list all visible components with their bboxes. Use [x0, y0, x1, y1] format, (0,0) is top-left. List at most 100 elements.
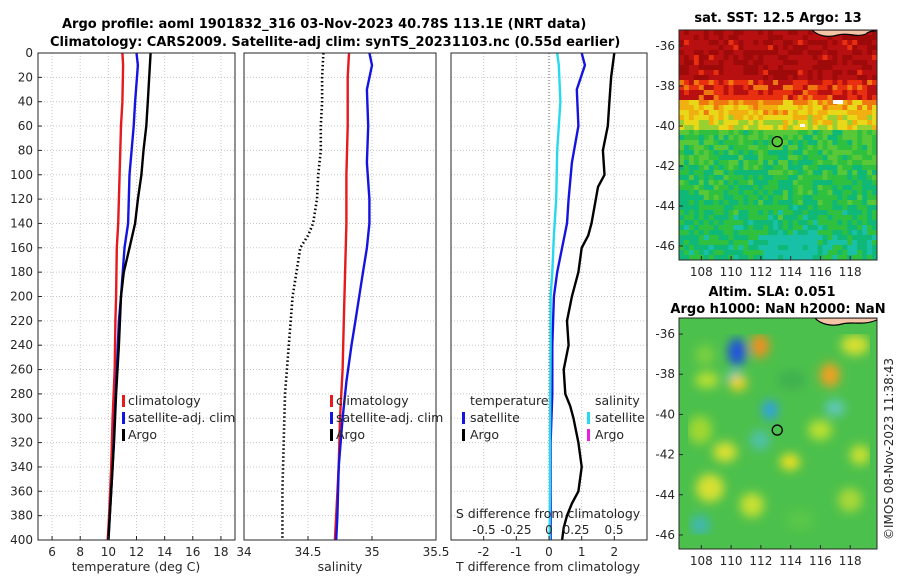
sla-anomaly-blob: [750, 430, 770, 450]
heat-cell: [802, 225, 809, 231]
heat-cell: [782, 95, 789, 101]
heat-cell: [753, 90, 759, 96]
heat-cell: [862, 205, 868, 211]
heat-cell: [768, 200, 774, 206]
heat-cell: [718, 230, 724, 236]
heat-cell: [683, 160, 690, 166]
heat-cell: [679, 230, 685, 236]
heat-cell: [733, 235, 739, 241]
heat-cell: [817, 175, 823, 181]
heat-cell: [688, 120, 695, 126]
heat-cell: [773, 80, 779, 86]
heat-cell: [827, 125, 833, 131]
heat-cell: [852, 55, 858, 61]
heat-cell: [837, 130, 843, 136]
heat-cell: [832, 205, 838, 211]
heat-cell: [802, 170, 809, 176]
heat-cell: [827, 75, 833, 81]
heat-cell: [713, 80, 719, 86]
heat-cell: [867, 145, 873, 151]
heat-cell: [679, 150, 685, 156]
heat-cell: [738, 215, 744, 221]
heat-cell: [688, 155, 695, 161]
heat-cell: [758, 160, 764, 166]
heat-cell: [797, 95, 804, 101]
heat-cell: [763, 50, 769, 56]
heat-cell: [693, 50, 700, 56]
heat-cell: [822, 185, 828, 191]
heat-cell: [738, 155, 744, 161]
heat-cell: [748, 225, 754, 231]
heat-cell: [753, 245, 759, 251]
heat-cell: [792, 155, 799, 161]
heat-cell: [832, 160, 838, 166]
heat-cell: [743, 60, 749, 66]
heat-cell: [713, 200, 719, 206]
heat-cell: [693, 70, 700, 76]
heat-cell: [787, 215, 794, 221]
heat-cell: [738, 110, 744, 116]
heat-cell: [743, 200, 749, 206]
x-tick-label: 1: [578, 545, 586, 559]
heat-cell: [763, 105, 769, 111]
heat-cell: [842, 255, 848, 260]
heat-cell: [679, 50, 685, 56]
heat-cell: [713, 60, 719, 66]
heat-cell: [847, 75, 853, 81]
y-tick-label: 120: [10, 192, 33, 206]
heat-cell: [778, 165, 784, 171]
heat-cell: [822, 175, 828, 181]
heat-cell: [733, 35, 739, 41]
heat-cell: [778, 145, 784, 151]
heat-cell: [778, 130, 784, 136]
heat-cell: [872, 220, 877, 226]
heat-cell: [679, 70, 685, 76]
heat-cell: [822, 165, 828, 171]
difference-panel: -2 -1 0 1 2 T difference from climatology S …: [450, 52, 648, 574]
heat-cell: [758, 205, 764, 211]
heat-cell: [847, 140, 853, 146]
heat-cell: [763, 255, 769, 260]
heat-cell: [748, 150, 754, 156]
heat-cell: [743, 205, 749, 211]
heat-cell: [817, 45, 823, 51]
heat-cell: [827, 220, 833, 226]
top-tick-label: 0.5: [604, 523, 623, 537]
heat-cell: [817, 125, 823, 131]
heat-cell: [862, 255, 868, 260]
heat-cell: [738, 235, 744, 241]
heat-cell: [778, 45, 784, 51]
heat-cell: [698, 235, 705, 241]
heat-cell: [743, 35, 749, 41]
heat-cell: [758, 130, 764, 136]
heat-cell: [827, 230, 833, 236]
heat-cell: [812, 100, 818, 106]
heat-cell: [723, 115, 729, 121]
heat-cell: [758, 30, 764, 36]
heat-cell: [837, 125, 843, 131]
heat-cell: [862, 220, 868, 226]
heat-cell: [743, 110, 749, 116]
heat-cell: [763, 225, 769, 231]
heat-cell: [708, 215, 715, 221]
heat-cell: [847, 135, 853, 141]
heat-cell: [852, 200, 858, 206]
heat-cell: [857, 225, 863, 231]
heat-cell: [852, 145, 858, 151]
heat-cell: [679, 95, 685, 101]
heat-cell: [698, 200, 705, 206]
heat-cell: [792, 70, 799, 76]
heat-cell: [768, 55, 774, 61]
heat-cell: [867, 240, 873, 246]
heat-cell: [753, 65, 759, 71]
heat-cell: [698, 150, 705, 156]
heat-cell: [713, 215, 719, 221]
heat-cell: [822, 210, 828, 216]
heat-cell: [693, 165, 700, 171]
heat-cell: [718, 40, 724, 46]
heat-cell: [857, 50, 863, 56]
heat-cell: [713, 240, 719, 246]
heat-cell: [693, 40, 700, 46]
heat-cell: [708, 235, 715, 241]
heat-cell: [698, 160, 705, 166]
